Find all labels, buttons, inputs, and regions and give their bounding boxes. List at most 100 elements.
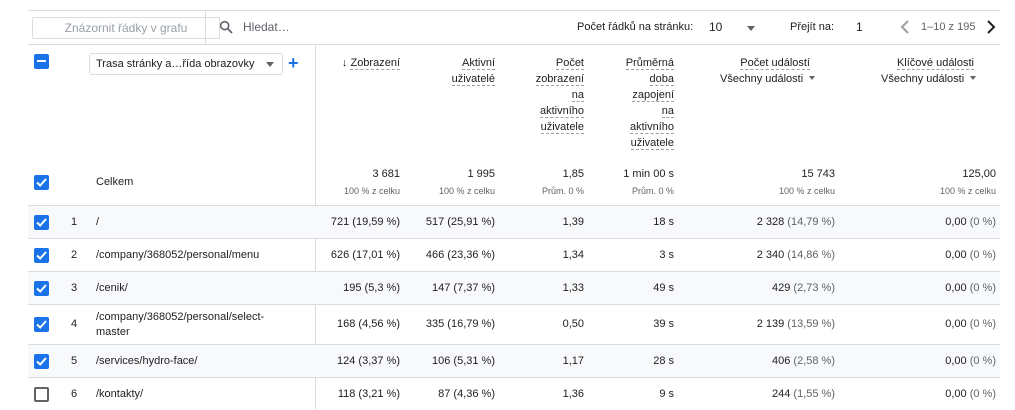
- row-page-path[interactable]: /cenik/: [96, 282, 128, 294]
- total-engagement-sub: Prům. 0 %: [631, 186, 674, 196]
- row-views: 168 (4,56 %): [337, 318, 400, 330]
- rows-per-page-label: Počet řádků na stránku:: [577, 21, 694, 33]
- toolbar-divider: [205, 11, 206, 45]
- row-checkbox[interactable]: [34, 354, 49, 369]
- row-vpu: 1,17: [562, 355, 584, 367]
- row-vpu: 1,33: [562, 282, 584, 294]
- goto-page-input[interactable]: 1: [856, 20, 863, 34]
- dimension-select[interactable]: Trasa stránky a…řída obrazovky: [89, 53, 283, 75]
- row-page-path[interactable]: /kontakty/: [96, 388, 144, 400]
- row-checkbox[interactable]: [34, 317, 49, 332]
- report-table: Trasa stránky a…řída obrazovky + ↓ Zobra…: [28, 44, 1000, 410]
- goto-label: Přejít na:: [790, 21, 835, 33]
- row-page-path[interactable]: /company/368052/personal/menu: [96, 249, 260, 261]
- row-key-events: 0,00 (0 %): [945, 216, 996, 228]
- total-users-sub: 100 % z celku: [438, 186, 495, 196]
- row-engagement: 49 s: [653, 282, 674, 294]
- plot-rows-button[interactable]: Znázornit řádky v grafu: [32, 17, 220, 39]
- rows-per-page-select[interactable]: 10: [709, 20, 723, 34]
- row-views: 124 (3,37 %): [337, 355, 400, 367]
- total-views-sub: 100 % z celku: [343, 186, 400, 196]
- col-header-event-count[interactable]: Počet událostí: [740, 57, 810, 70]
- row-users: 147 (7,37 %): [432, 282, 495, 294]
- row-events: 2 328 (14,79 %): [756, 216, 835, 228]
- row-index: 6: [70, 388, 78, 400]
- row-vpu: 1,39: [562, 216, 584, 228]
- table-row[interactable]: 6 /kontakty/ 118 (3,21 %) 87 (4,36 %) 1,…: [28, 377, 1000, 410]
- total-events: 15 743: [801, 168, 835, 180]
- total-engagement: 1 min 00 s: [623, 168, 674, 180]
- row-users: 335 (16,79 %): [425, 318, 495, 330]
- row-page-path[interactable]: /services/hydro-face/: [96, 355, 198, 367]
- search-input[interactable]: Hledat…: [243, 20, 290, 34]
- row-users: 106 (5,31 %): [432, 355, 495, 367]
- row-checkbox[interactable]: [34, 248, 49, 263]
- table-row[interactable]: 1 / 721 (19,59 %) 517 (25,91 %) 1,39 18 …: [28, 205, 1000, 238]
- sort-arrow-icon: ↓: [341, 57, 348, 69]
- row-engagement: 28 s: [653, 355, 674, 367]
- col-header-views[interactable]: ↓ Zobrazení: [341, 57, 400, 70]
- total-key-events-sub: 100 % z celku: [939, 186, 996, 196]
- row-engagement: 18 s: [653, 216, 674, 228]
- row-users: 517 (25,91 %): [425, 216, 495, 228]
- row-engagement: 9 s: [659, 388, 674, 400]
- row-key-events: 0,00 (0 %): [945, 249, 996, 261]
- total-vpu: 1,85: [562, 168, 584, 180]
- row-vpu: 1,36: [562, 388, 584, 400]
- row-index: 4: [70, 318, 78, 330]
- row-page-path[interactable]: /: [96, 216, 100, 228]
- table-row[interactable]: 4 /company/368052/personal/select-master…: [28, 304, 1000, 344]
- total-vpu-sub: Prům. 0 %: [541, 186, 584, 196]
- row-index: 5: [70, 355, 78, 367]
- key-events-filter[interactable]: Všechny události: [881, 73, 977, 85]
- table-toolbar: Znázornit řádky v grafu Hledat… Počet řá…: [28, 10, 1000, 45]
- chevron-down-icon: [809, 76, 816, 80]
- col-header-key-events[interactable]: Klíčové události: [896, 57, 974, 70]
- row-engagement: 3 s: [659, 249, 674, 261]
- row-key-events: 0,00 (0 %): [945, 282, 996, 294]
- row-key-events: 0,00 (0 %): [945, 355, 996, 367]
- pagination-range: 1–10 z 195: [921, 21, 976, 33]
- row-index: 2: [70, 249, 78, 261]
- row-index: 1: [70, 216, 78, 228]
- chevron-left-icon[interactable]: [898, 19, 912, 35]
- row-page-path[interactable]: /company/368052/personal/select-master: [96, 311, 265, 338]
- chevron-down-icon: [266, 62, 274, 67]
- totals-checkbox[interactable]: [34, 175, 49, 190]
- select-all-checkbox[interactable]: [34, 54, 49, 69]
- row-events: 244 (1,55 %): [772, 388, 835, 400]
- col-header-views-per-user[interactable]: Počet zobrazení na aktivního uživatele: [535, 57, 584, 134]
- row-checkbox[interactable]: [34, 387, 49, 402]
- row-vpu: 0,50: [562, 318, 584, 330]
- chevron-down-icon: [970, 76, 977, 80]
- row-checkbox[interactable]: [34, 215, 49, 230]
- row-views: 721 (19,59 %): [330, 216, 400, 228]
- col-header-active-users[interactable]: Aktivní uživatelé: [451, 57, 495, 86]
- row-views: 118 (3,21 %): [337, 388, 400, 400]
- row-views: 195 (5,3 %): [343, 282, 400, 294]
- chevron-down-icon[interactable]: [747, 26, 755, 31]
- row-users: 87 (4,36 %): [438, 388, 495, 400]
- row-events: 429 (2,73 %): [772, 282, 835, 294]
- row-engagement: 39 s: [653, 318, 674, 330]
- add-dimension-button[interactable]: +: [288, 53, 299, 73]
- table-row[interactable]: 5 /services/hydro-face/ 124 (3,37 %) 106…: [28, 344, 1000, 377]
- chevron-right-icon[interactable]: [984, 19, 998, 35]
- col-header-avg-engagement[interactable]: Průměrná doba zapojení na aktivního uživ…: [625, 57, 674, 150]
- total-events-sub: 100 % z celku: [778, 186, 835, 196]
- row-key-events: 0,00 (0 %): [945, 318, 996, 330]
- total-key-events: 125,00: [962, 168, 996, 180]
- table-row[interactable]: 2 /company/368052/personal/menu 626 (17,…: [28, 238, 1000, 271]
- event-count-filter[interactable]: Všechny události: [720, 73, 816, 85]
- row-events: 2 340 (14,86 %): [756, 249, 835, 261]
- search-icon[interactable]: [218, 19, 234, 35]
- total-views: 3 681: [372, 168, 400, 180]
- total-users: 1 995: [467, 168, 495, 180]
- table-row[interactable]: 3 /cenik/ 195 (5,3 %) 147 (7,37 %) 1,33 …: [28, 271, 1000, 304]
- row-key-events: 0,00 (0 %): [945, 388, 996, 400]
- row-vpu: 1,34: [562, 249, 584, 261]
- row-index: 3: [70, 282, 78, 294]
- dimension-select-label: Trasa stránky a…řída obrazovky: [96, 58, 255, 70]
- row-checkbox[interactable]: [34, 281, 49, 296]
- row-events: 2 139 (13,59 %): [756, 318, 835, 330]
